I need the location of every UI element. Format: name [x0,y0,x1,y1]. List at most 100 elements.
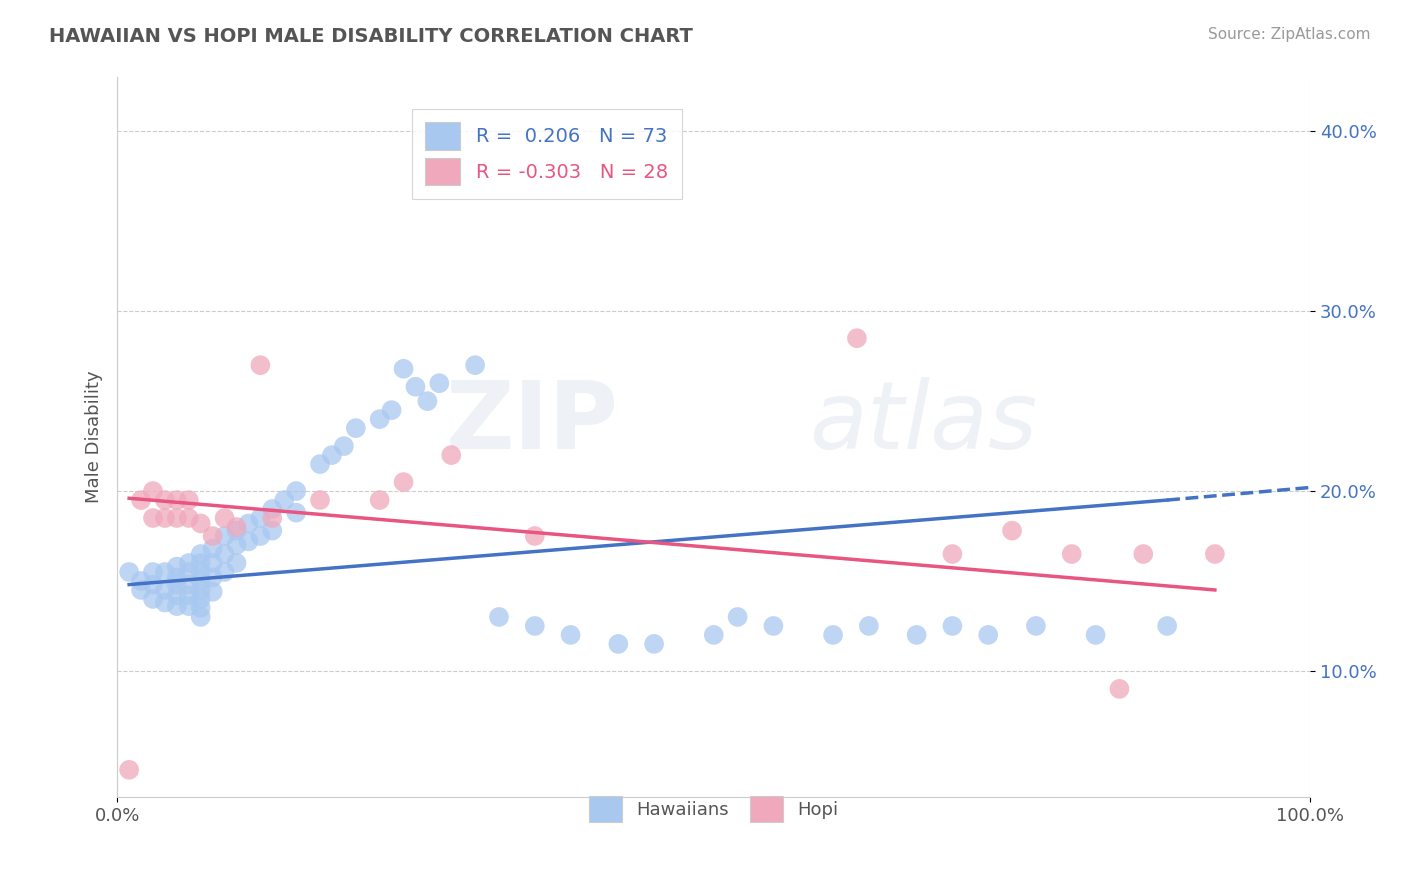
Y-axis label: Male Disability: Male Disability [86,371,103,503]
Point [190,547,212,561]
Point [427,376,450,391]
Point [225,556,247,570]
Point [214,565,236,579]
Point [321,448,343,462]
Point [177,588,200,602]
Point [153,596,176,610]
Point [607,637,630,651]
Point [153,511,176,525]
Point [190,574,212,588]
Point [262,524,284,538]
Point [1108,681,1130,696]
Point [166,511,188,525]
Point [440,448,463,462]
Point [142,577,165,591]
Point [225,538,247,552]
Point [201,556,224,570]
Point [142,565,165,579]
Point [1060,547,1083,561]
Point [262,511,284,525]
Point [190,610,212,624]
Point [941,619,963,633]
Point [309,457,332,471]
Point [858,619,880,633]
Point [368,493,391,508]
Point [129,493,152,508]
Point [129,574,152,588]
Point [523,619,546,633]
Point [201,541,224,556]
Point [1132,547,1154,561]
Point [333,439,356,453]
Point [392,361,415,376]
Point [368,412,391,426]
Point [166,559,188,574]
Point [225,524,247,538]
Point [1084,628,1107,642]
Point [560,628,582,642]
Point [1001,524,1024,538]
Point [166,599,188,614]
Point [238,534,260,549]
Point [214,529,236,543]
Point [344,421,367,435]
Point [118,763,141,777]
Point [405,380,427,394]
Point [273,493,295,508]
Point [142,484,165,499]
Point [190,601,212,615]
Point [153,565,176,579]
Point [249,511,271,525]
Point [153,582,176,597]
Point [166,577,188,591]
Point [309,493,332,508]
Point [214,511,236,525]
Point [285,484,308,499]
Point [190,516,212,531]
Point [201,570,224,584]
Point [177,556,200,570]
Text: atlas: atlas [810,377,1038,468]
Point [238,516,260,531]
Point [225,520,247,534]
Text: Source: ZipAtlas.com: Source: ZipAtlas.com [1208,27,1371,42]
Point [1025,619,1047,633]
Point [177,493,200,508]
Point [214,547,236,561]
Point [166,570,188,584]
Point [190,582,212,597]
Point [845,331,868,345]
Point [142,591,165,606]
Point [905,628,928,642]
Point [1204,547,1226,561]
Point [381,403,404,417]
Point [523,529,546,543]
Point [977,628,1000,642]
Point [762,619,785,633]
Point [201,584,224,599]
Point [823,628,845,642]
Point [177,577,200,591]
Legend: Hawaiians, Hopi: Hawaiians, Hopi [576,784,851,835]
Point [488,610,510,624]
Point [201,529,224,543]
Point [416,394,439,409]
Point [190,556,212,570]
Point [166,493,188,508]
Point [249,529,271,543]
Point [190,565,212,579]
Text: HAWAIIAN VS HOPI MALE DISABILITY CORRELATION CHART: HAWAIIAN VS HOPI MALE DISABILITY CORRELA… [49,27,693,45]
Point [941,547,963,561]
Point [392,475,415,489]
Point [262,502,284,516]
Point [249,358,271,372]
Point [177,565,200,579]
Point [703,628,725,642]
Point [177,511,200,525]
Point [153,493,176,508]
Point [1156,619,1178,633]
Point [166,588,188,602]
Point [118,565,141,579]
Point [643,637,665,651]
Point [727,610,749,624]
